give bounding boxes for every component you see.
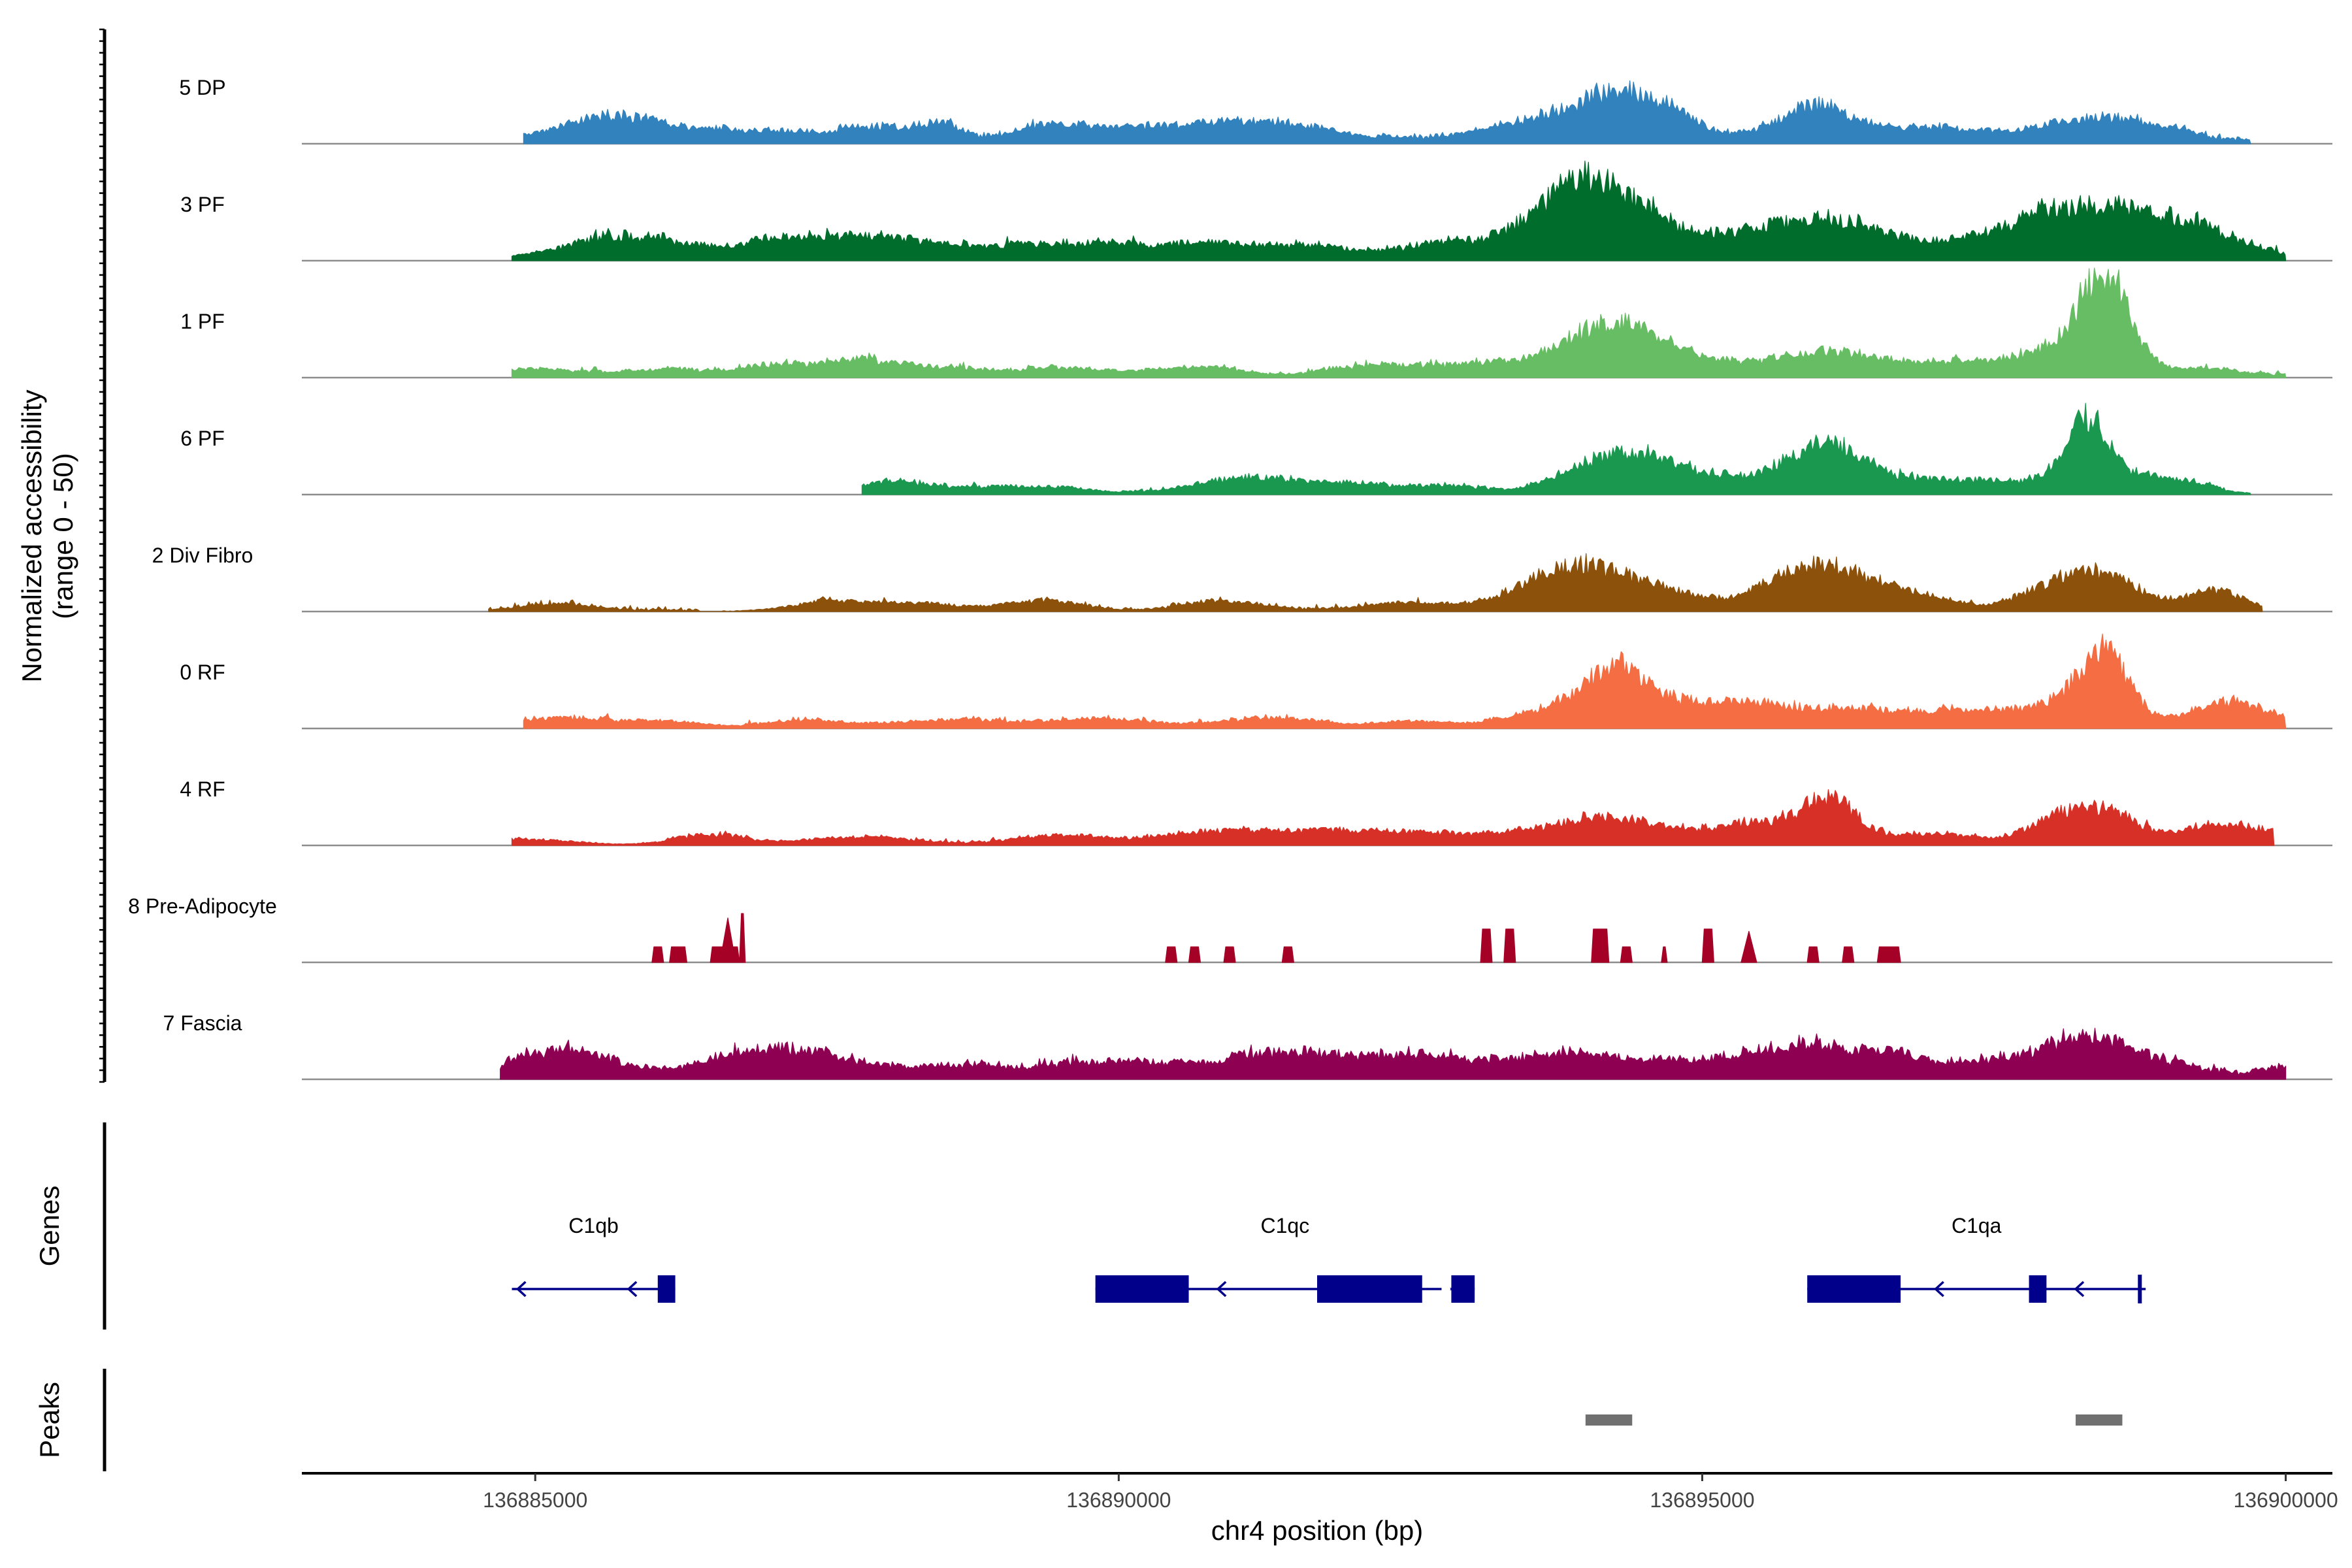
gene-c1qc: C1qc	[1095, 1214, 1475, 1303]
track-label: 4 RF	[180, 777, 225, 801]
x-tick-label: 136890000	[1066, 1488, 1171, 1512]
y-axis-title-line2: (range 0 - 50)	[48, 453, 78, 619]
coverage-area	[511, 160, 2287, 261]
track-label: 3 PF	[180, 193, 225, 216]
strand-arrow	[1934, 1281, 1944, 1298]
track-3-pf: 3 PF	[180, 160, 2332, 262]
gene-exon	[1807, 1275, 1901, 1303]
track-label: 7 Fascia	[163, 1011, 242, 1035]
peaks-panel-label: Peaks	[34, 1382, 65, 1458]
gene-exon	[657, 1275, 676, 1303]
track-7-fascia: 7 Fascia	[163, 1011, 2332, 1081]
track-4-rf: 4 RF	[180, 777, 2332, 847]
track-label: 8 Pre-Adipocyte	[128, 894, 277, 918]
track-2-div-fibro: 2 Div Fibro	[152, 544, 2332, 613]
x-tick-label: 136900000	[2233, 1488, 2338, 1512]
track-label: 0 RF	[180, 661, 225, 684]
gene-exon	[1451, 1275, 1475, 1303]
gene-annotation-panel: Genes C1qb C1qc C1qa	[34, 1122, 2146, 1330]
track-8-pre-adipocyte: 8 Pre-Adipocyte	[128, 894, 2332, 964]
gene-exon-notch	[1441, 1275, 1451, 1303]
gene-exon	[2029, 1275, 2047, 1303]
left-y-axis	[99, 28, 106, 1083]
track-label: 1 PF	[180, 310, 225, 333]
coverage-area	[511, 267, 2287, 378]
gene-c1qa: C1qa	[1807, 1214, 2146, 1303]
track-0-rf: 0 RF	[180, 633, 2332, 730]
strand-arrow	[627, 1281, 638, 1298]
peak-region	[2076, 1414, 2123, 1426]
strand-arrow	[515, 1281, 527, 1298]
gene-label: C1qa	[1952, 1214, 2002, 1237]
y-axis-title-line1: Normalized accessibility	[16, 389, 47, 682]
peaks-panel: Peaks	[34, 1369, 2123, 1471]
x-axis: 136885000 136890000 136895000 136900000 chr…	[302, 1472, 2338, 1546]
peak-regions	[1585, 1414, 2123, 1426]
strand-arrow	[2074, 1281, 2085, 1298]
x-axis-title: chr4 position (bp)	[1211, 1515, 1424, 1546]
coverage-area	[523, 80, 2251, 144]
gene-models: C1qb C1qc C1qa	[512, 1214, 2146, 1303]
gene-label: C1qc	[1261, 1214, 1310, 1237]
track-1-pf: 1 PF	[180, 267, 2332, 379]
track-5-dp: 5 DP	[179, 76, 2332, 145]
coverage-area	[500, 1028, 2287, 1080]
x-tick-label: 136895000	[1650, 1488, 1754, 1512]
coverage-tracks: 5 DP 3 PF 1 PF 6 PF 2 Div Fibro 0 RF 4 RF 8 Pre…	[128, 76, 2332, 1081]
coverage-area	[523, 633, 2287, 729]
coverage-area	[511, 789, 2275, 846]
gene-exon	[1095, 1275, 1189, 1303]
coverage-area	[651, 913, 1901, 963]
coverage-area	[488, 553, 2263, 612]
track-label: 5 DP	[179, 76, 225, 99]
x-tick-label: 136885000	[483, 1488, 587, 1512]
gene-c1qb: C1qb	[512, 1214, 676, 1303]
track-label: 2 Div Fibro	[152, 544, 253, 567]
gene-exon	[1317, 1275, 1422, 1303]
strand-arrow	[1216, 1281, 1227, 1298]
peak-region	[1585, 1414, 1633, 1426]
y-axis-title: Normalized accessibility (range 0 - 50)	[16, 389, 78, 682]
coverage-area	[861, 402, 2251, 495]
track-label: 6 PF	[180, 427, 225, 450]
gene-label: C1qb	[568, 1214, 619, 1237]
x-axis-ticks: 136885000 136890000 136895000 136900000	[483, 1473, 2338, 1512]
genes-panel-label: Genes	[34, 1186, 65, 1267]
track-6-pf: 6 PF	[180, 402, 2332, 496]
